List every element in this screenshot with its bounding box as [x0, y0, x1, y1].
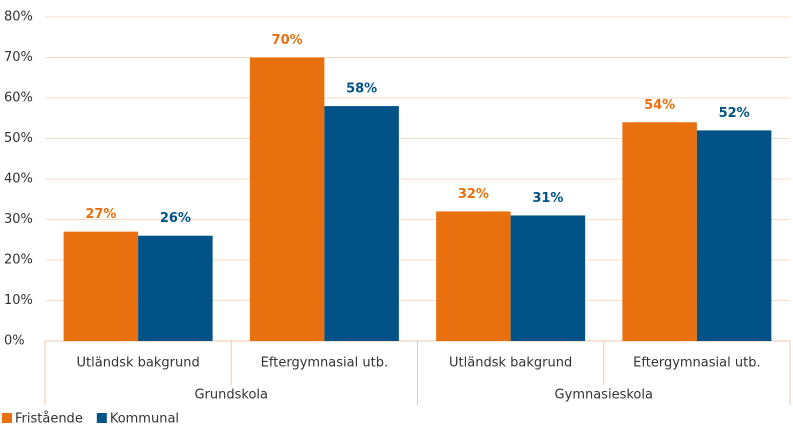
- bar: [324, 106, 399, 341]
- y-tick-label: 70%: [4, 50, 33, 65]
- y-tick-label: 30%: [4, 212, 33, 227]
- y-tick-label: 60%: [4, 91, 33, 106]
- y-tick-label: 10%: [4, 293, 33, 308]
- value-label: 52%: [719, 106, 750, 121]
- group-label: Gymnasieskola: [555, 388, 653, 403]
- y-tick-label: 50%: [4, 131, 33, 146]
- x-tick-label: Eftergymnasial utb.: [633, 356, 760, 371]
- bar: [249, 57, 325, 341]
- value-label: 32%: [458, 187, 489, 202]
- bar: [138, 235, 213, 341]
- bar: [510, 215, 586, 341]
- value-label: 70%: [272, 33, 303, 48]
- bar: [436, 211, 511, 341]
- y-tick-label: 20%: [4, 253, 33, 268]
- value-label: 31%: [532, 191, 563, 206]
- bar: [622, 122, 697, 341]
- value-label: 54%: [644, 98, 675, 113]
- legend-label: Fristående: [15, 412, 83, 426]
- legend-swatch: [2, 413, 12, 423]
- bar: [696, 130, 772, 341]
- bar: [63, 231, 139, 341]
- value-label: 58%: [346, 82, 377, 97]
- legend-swatch: [96, 413, 107, 423]
- legend-label: Kommunal: [110, 412, 179, 426]
- y-tick-label: 0%: [4, 334, 25, 349]
- x-tick-label: Utländsk bakgrund: [449, 356, 572, 371]
- group-label: Grundskola: [194, 388, 268, 403]
- value-label: 26%: [160, 211, 191, 226]
- x-tick-label: Utländsk bakgrund: [77, 356, 200, 371]
- value-label: 27%: [85, 207, 116, 222]
- y-tick-label: 40%: [4, 172, 33, 187]
- y-tick-label: 80%: [4, 10, 33, 25]
- x-tick-label: Eftergymnasial utb.: [261, 356, 388, 371]
